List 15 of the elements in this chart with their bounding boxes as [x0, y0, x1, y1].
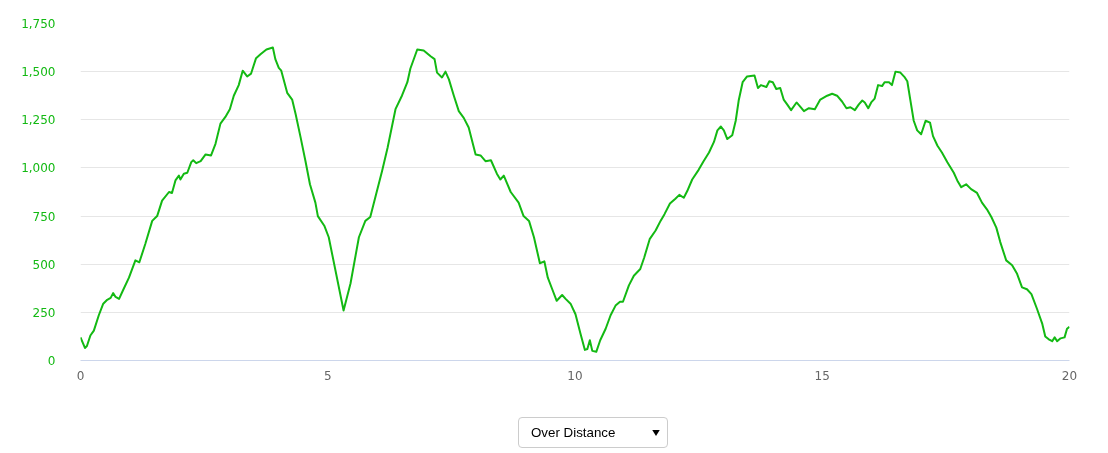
y-tick-label: 1,750: [21, 17, 56, 31]
x-tick-label: 5: [323, 368, 332, 383]
y-tick-label: 250: [32, 305, 56, 320]
x-tick-label: 10: [567, 368, 583, 383]
x-tick-label: 20: [1061, 368, 1078, 383]
text: Over Distance: [518, 417, 668, 449]
y-tick-label: 1,250: [21, 113, 56, 128]
x-tick-label: 0: [76, 368, 85, 383]
y-tick-label: 500: [32, 257, 56, 272]
x-tick-label: 15: [814, 368, 830, 383]
y-tick-label: 750: [32, 209, 56, 224]
y-tick-label: 1,500: [21, 65, 56, 80]
y-tick-label: 1,000: [21, 161, 56, 176]
y-tick-label: 0: [47, 354, 56, 368]
line-series: [80, 46, 1070, 353]
